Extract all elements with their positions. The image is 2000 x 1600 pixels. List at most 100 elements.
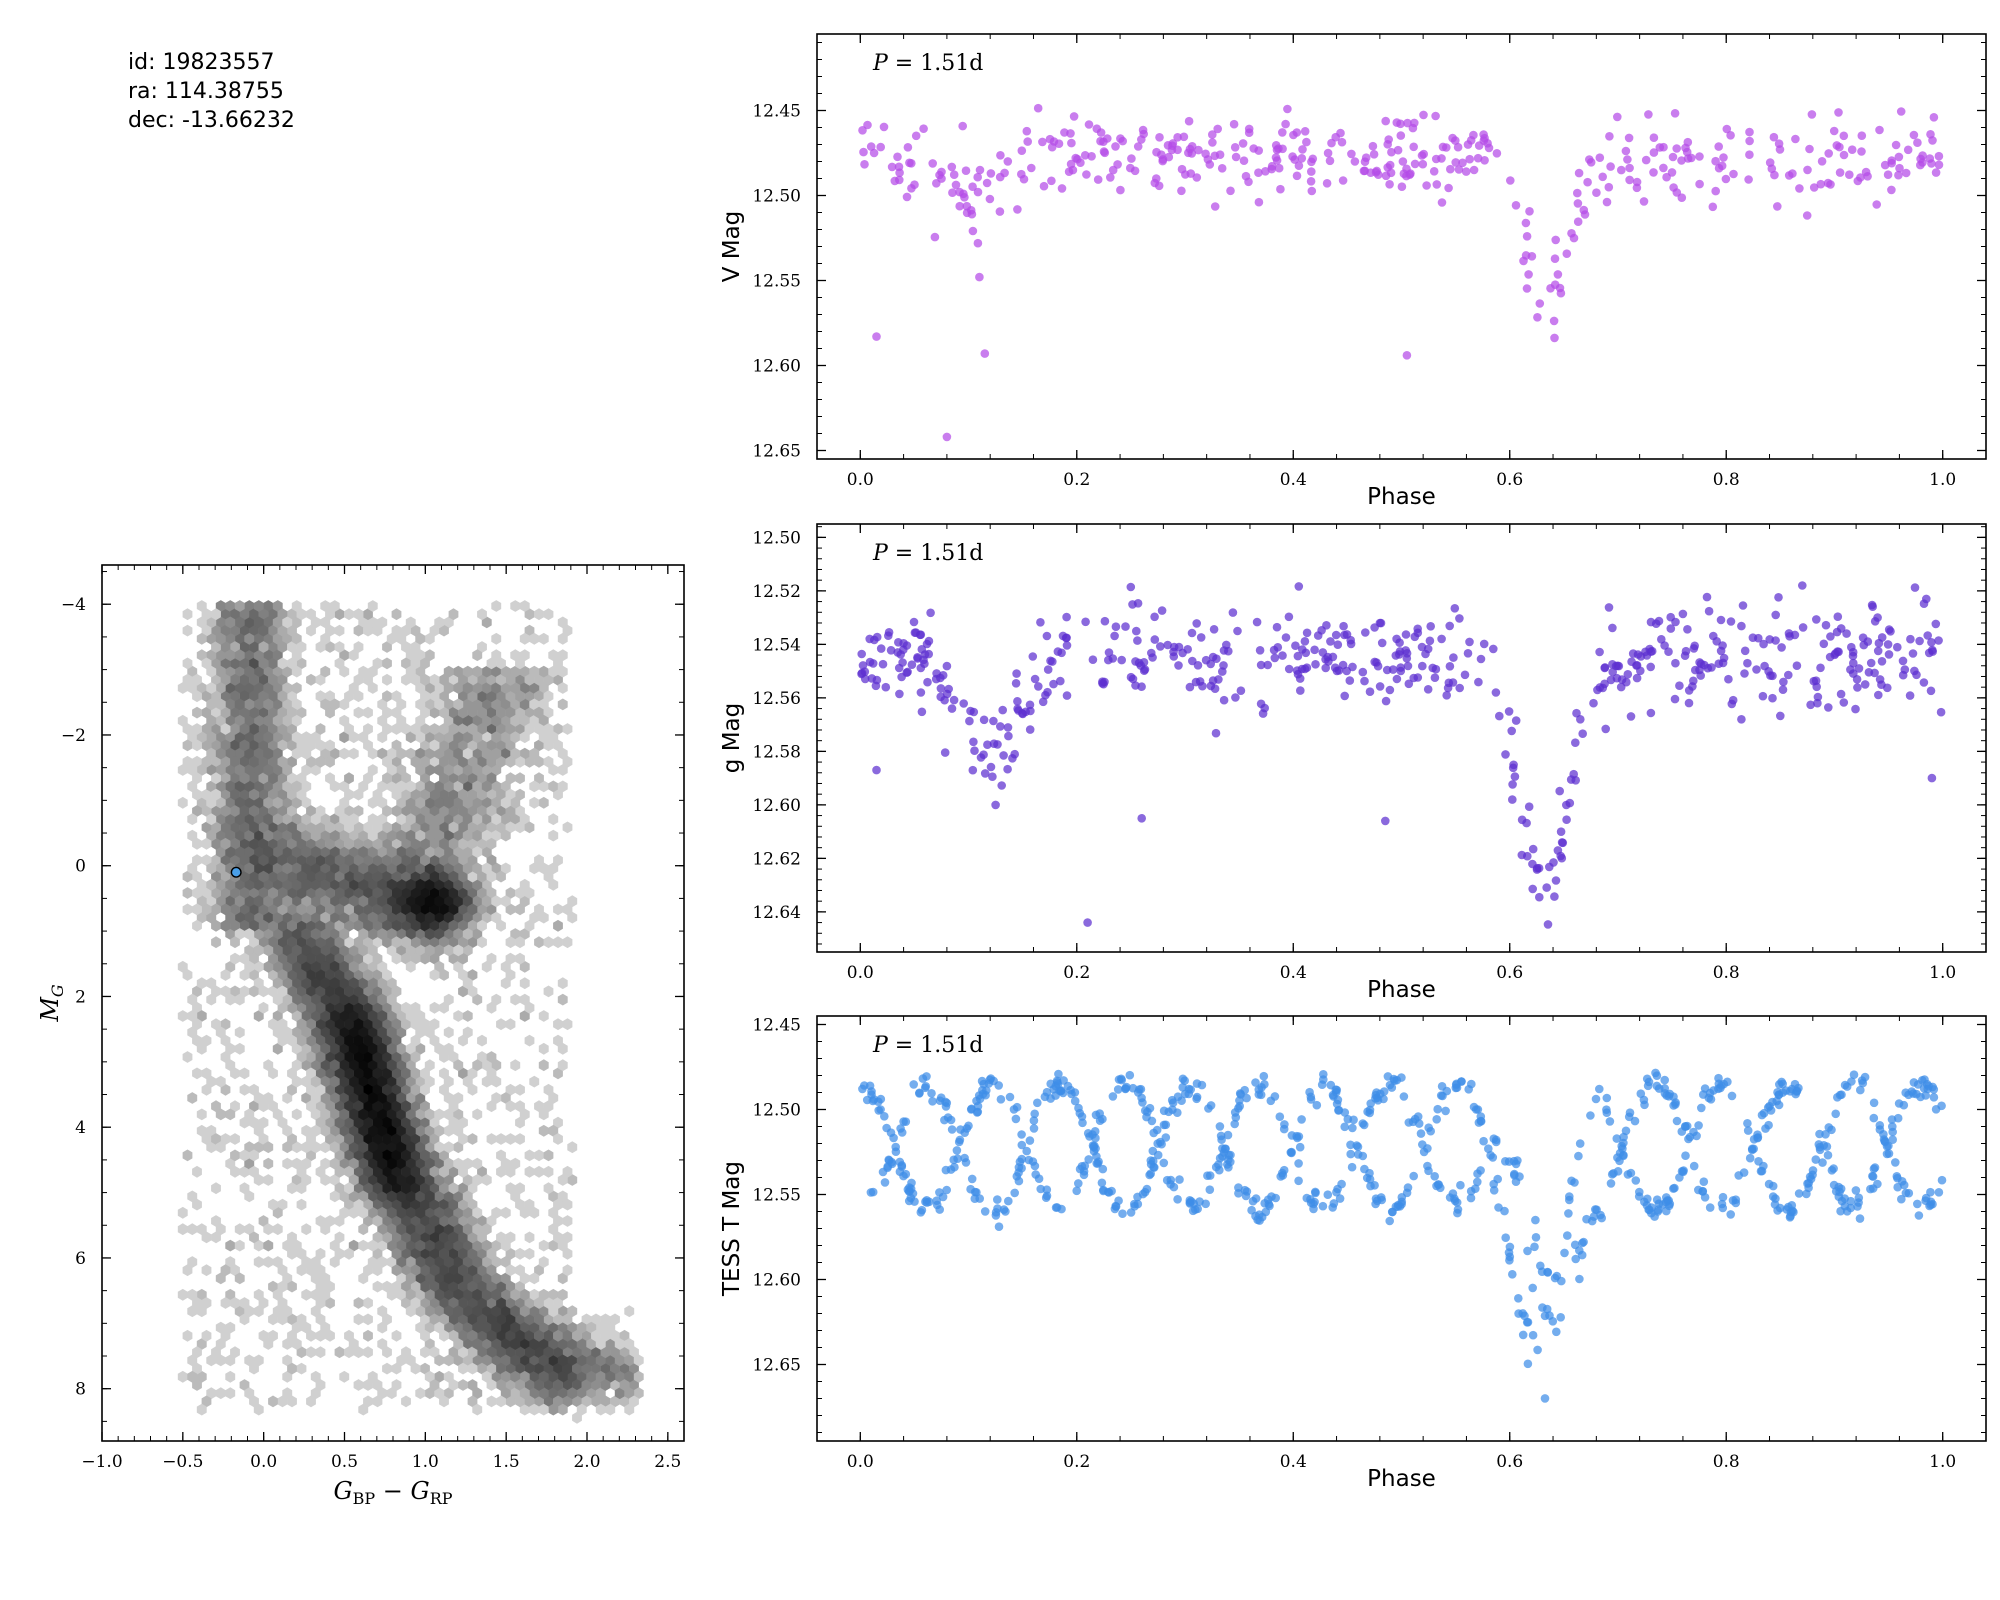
cmd-hexbin	[562, 936, 573, 949]
TESS-point	[1505, 1252, 1515, 1262]
cmd-hexbin	[486, 788, 497, 801]
g-point	[1211, 728, 1221, 738]
cmd-hexbin	[320, 1124, 331, 1137]
cmd-hexbin	[320, 1092, 331, 1104]
cmd-hexbin	[220, 755, 231, 768]
g-point	[1785, 632, 1794, 641]
cmd-hexbin	[443, 829, 454, 842]
cmd-hexbin	[282, 1338, 293, 1350]
cmd-hexbin	[348, 944, 359, 957]
cmd-hexbin	[481, 960, 492, 973]
cmd-hexbin	[391, 1067, 402, 1080]
TESS-point	[1302, 1193, 1312, 1203]
cmd-hexbin	[382, 1313, 392, 1326]
TESS-point	[1414, 1119, 1424, 1128]
TESS-point	[935, 1205, 944, 1214]
cmd-hexbin	[310, 1370, 321, 1383]
cmd-hexbin	[382, 969, 392, 981]
cmd-hexbin	[424, 1124, 435, 1137]
g-point	[1479, 639, 1489, 649]
cmd-hexbin	[510, 600, 521, 612]
cmd-hexbin	[258, 887, 269, 899]
cmd-hexbin	[225, 993, 236, 1006]
V-ytick-label: 12.45	[752, 102, 801, 122]
cmd-hexbin	[249, 919, 259, 932]
cmd-hexbin	[443, 1256, 454, 1268]
V-xtick-label: 0.8	[1713, 470, 1740, 490]
g-period-annotation: P = 1.51d	[872, 541, 983, 566]
TESS-point	[1727, 1091, 1737, 1101]
V-point	[1099, 137, 1108, 146]
cmd-hexbin	[372, 1231, 383, 1244]
cmd-hexbin	[192, 805, 202, 817]
cmd-hexbin	[405, 1305, 416, 1318]
cmd-hexbin	[538, 1403, 549, 1416]
cmd-hexbin	[529, 862, 540, 875]
cmd-hexbin	[234, 764, 245, 776]
cmd-hexbin	[220, 1329, 231, 1342]
cmd-hexbin	[196, 649, 207, 662]
cmd-hexbin	[211, 985, 221, 998]
cmd-hexbin	[548, 1124, 559, 1137]
V-point	[1241, 171, 1251, 181]
cmd-hexbin	[287, 952, 297, 965]
TESS-point	[1613, 1153, 1622, 1162]
cmd-hexbin	[225, 1157, 236, 1170]
cmd-hexbin	[334, 805, 345, 817]
TESS-point	[1887, 1115, 1897, 1124]
cmd-hexbin	[410, 870, 421, 883]
cmd-hexbin	[263, 1092, 274, 1104]
cmd-hexbin	[363, 1182, 373, 1195]
TESS-point	[1319, 1075, 1328, 1084]
cmd-hexbin	[215, 665, 226, 678]
cmd-hexbin	[415, 1042, 426, 1055]
g-point	[1396, 666, 1406, 676]
cmd-hexbin	[382, 1346, 392, 1359]
g-point	[1117, 655, 1126, 665]
cmd-hexbin	[348, 895, 359, 908]
cmd-hexbin	[467, 854, 478, 867]
TESS-point	[927, 1089, 936, 1098]
cmd-hexbin	[548, 1387, 559, 1400]
V-point	[1816, 179, 1826, 189]
g-point	[1100, 616, 1110, 626]
cmd-hexbin	[486, 1133, 497, 1145]
cmd-hexbin	[481, 796, 492, 809]
V-point	[1393, 145, 1403, 155]
cmd-hexbin	[249, 936, 259, 949]
TESS-point	[1716, 1083, 1725, 1093]
cmd-hexbin	[225, 616, 236, 629]
g-point	[1906, 634, 1915, 644]
cmd-hexbin	[315, 854, 326, 867]
V-point	[1410, 159, 1420, 169]
g-xtick-label: 0.4	[1280, 963, 1307, 983]
cmd-hexbin	[424, 698, 435, 711]
cmd-hexbin	[443, 1370, 454, 1383]
cmd-hexbin	[329, 1042, 340, 1055]
cmd-hexbin	[424, 1157, 435, 1170]
cmd-hexbin	[315, 690, 326, 703]
cmd-hexbin	[272, 731, 283, 744]
cmd-hexbin	[220, 887, 231, 899]
TESS-point	[1432, 1181, 1441, 1191]
cmd-hexbin	[277, 1264, 288, 1277]
cmd-hexbin	[230, 755, 240, 768]
cmd-hexbin	[591, 1346, 601, 1359]
cmd-hexbin	[443, 1075, 454, 1088]
cmd-hexbin	[201, 657, 212, 670]
cmd-hexbin	[268, 657, 278, 670]
cmd-hexbin	[505, 969, 516, 981]
cmd-hexbin	[505, 755, 516, 768]
cmd-hexbin	[187, 780, 198, 793]
cmd-hexbin	[367, 747, 378, 760]
cmd-hexbin	[225, 1387, 236, 1400]
V-point	[1369, 150, 1379, 159]
V-point	[1598, 172, 1607, 182]
cmd-hexbin	[348, 682, 359, 694]
cmd-hexbin	[486, 690, 497, 703]
g-point	[1131, 681, 1140, 690]
cmd-hexbin	[215, 649, 226, 662]
g-point	[1150, 612, 1159, 622]
cmd-hexbin	[277, 641, 288, 653]
TESS-point	[1749, 1144, 1758, 1154]
